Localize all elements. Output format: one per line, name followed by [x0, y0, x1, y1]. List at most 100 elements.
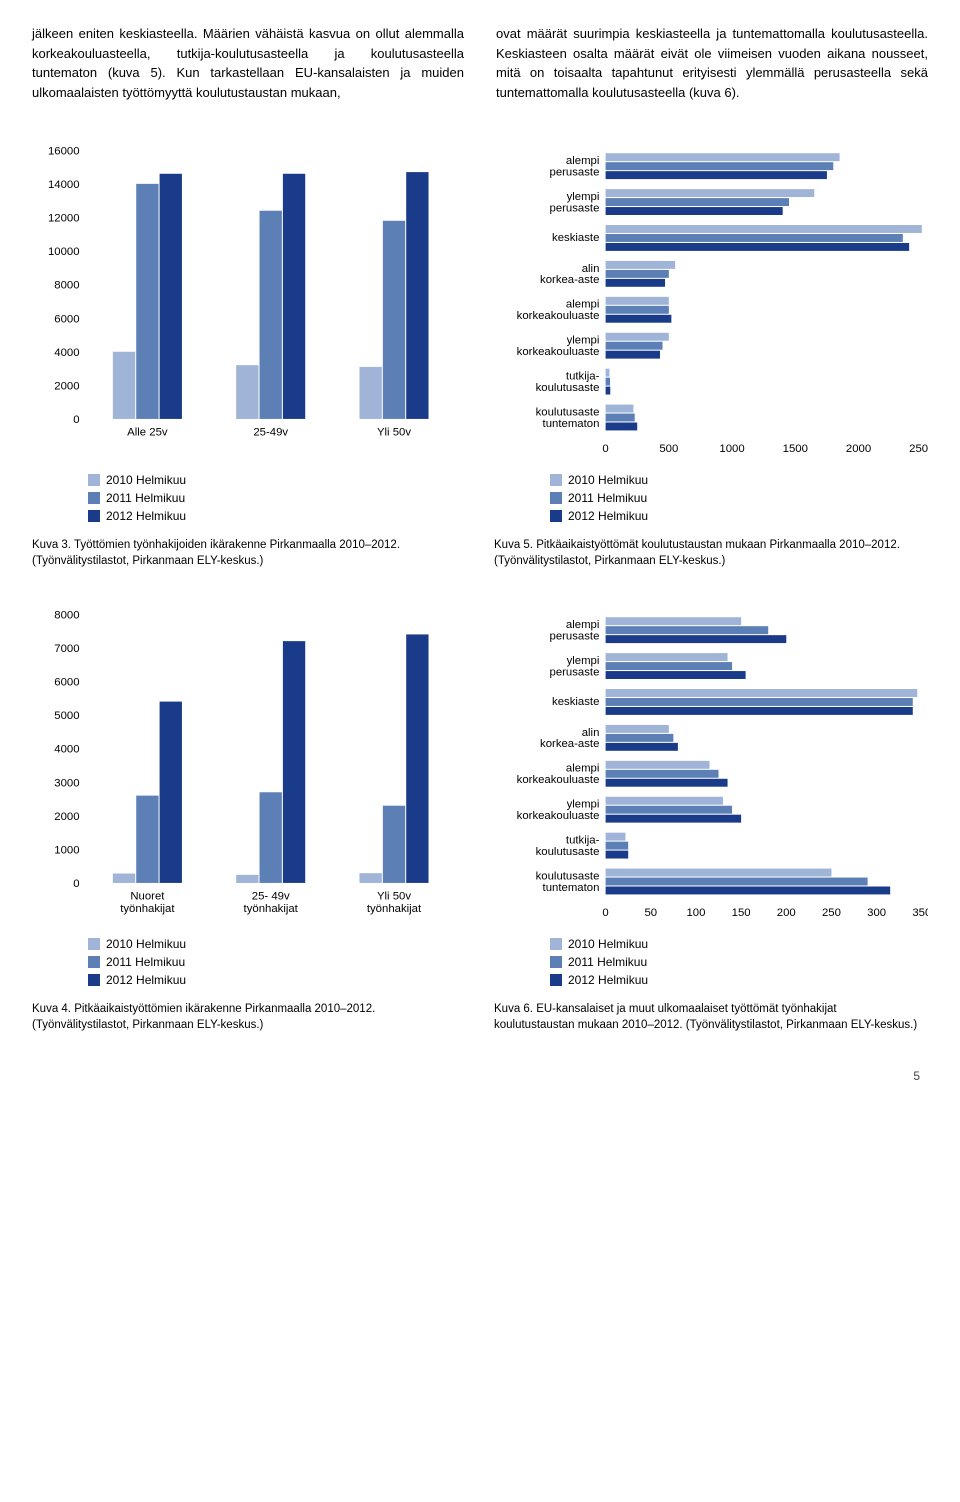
- svg-text:250: 250: [822, 907, 841, 919]
- legend-label: 2010 Helmikuu: [106, 937, 186, 951]
- svg-text:2500: 2500: [909, 443, 928, 455]
- svg-text:100: 100: [686, 907, 705, 919]
- svg-text:300: 300: [867, 907, 886, 919]
- intro-text-columns: jälkeen eniten keskiasteella. Määrien vä…: [32, 24, 928, 102]
- chart-row-1: 0200040006000800010000120001400016000All…: [32, 142, 928, 570]
- legend-label: 2010 Helmikuu: [568, 473, 648, 487]
- chart-5-caption: Kuva 5. Pitkäaikaistyöttömät koulutustau…: [494, 537, 928, 569]
- legend-label: 2010 Helmikuu: [568, 937, 648, 951]
- svg-text:alempikorkeakouluaste: alempikorkeakouluaste: [517, 299, 600, 322]
- svg-text:500: 500: [659, 443, 678, 455]
- legend-label: 2011 Helmikuu: [106, 955, 185, 969]
- legend-swatch: [88, 474, 100, 486]
- legend-swatch: [88, 938, 100, 950]
- chart-4-caption: Kuva 4. Pitkäaikaistyöttömien ikärakenne…: [32, 1001, 466, 1033]
- svg-text:7000: 7000: [54, 642, 79, 654]
- svg-text:0: 0: [602, 443, 608, 455]
- legend-item: 2010 Helmikuu: [550, 937, 928, 951]
- legend-swatch: [88, 492, 100, 504]
- svg-text:350: 350: [912, 907, 928, 919]
- legend-swatch: [550, 938, 562, 950]
- legend-item: 2011 Helmikuu: [550, 955, 928, 969]
- svg-text:Yli 50v: Yli 50v: [377, 426, 411, 438]
- legend-label: 2010 Helmikuu: [106, 473, 186, 487]
- chart-5-legend: 2010 Helmikuu 2011 Helmikuu 2012 Helmiku…: [550, 473, 928, 523]
- svg-text:alempiperusaste: alempiperusaste: [550, 155, 600, 178]
- chart-3: 0200040006000800010000120001400016000All…: [32, 142, 466, 467]
- svg-text:alinkorkea-aste: alinkorkea-aste: [540, 726, 599, 749]
- svg-text:1000: 1000: [54, 844, 79, 856]
- svg-text:6000: 6000: [54, 676, 79, 688]
- legend-label: 2011 Helmikuu: [568, 491, 647, 505]
- intro-col-2: ovat määrät suurimpia keskiasteella ja t…: [496, 24, 928, 102]
- legend-label: 2011 Helmikuu: [106, 491, 185, 505]
- chart-3-legend: 2010 Helmikuu 2011 Helmikuu 2012 Helmiku…: [88, 473, 466, 523]
- chart-4-legend: 2010 Helmikuu 2011 Helmikuu 2012 Helmiku…: [88, 937, 466, 987]
- legend-swatch: [88, 974, 100, 986]
- legend-item: 2011 Helmikuu: [88, 955, 466, 969]
- svg-text:ylempiperusaste: ylempiperusaste: [550, 655, 600, 678]
- legend-label: 2012 Helmikuu: [106, 509, 186, 523]
- svg-text:12000: 12000: [48, 213, 80, 225]
- svg-text:keskiaste: keskiaste: [552, 696, 599, 708]
- svg-text:8000: 8000: [54, 609, 79, 621]
- svg-text:0: 0: [602, 907, 608, 919]
- legend-swatch: [550, 510, 562, 522]
- legend-label: 2012 Helmikuu: [106, 973, 186, 987]
- svg-text:200: 200: [777, 907, 796, 919]
- chart-4: 010002000300040005000600070008000Nuorett…: [32, 606, 466, 931]
- svg-text:5000: 5000: [54, 710, 79, 722]
- svg-text:10000: 10000: [48, 246, 80, 258]
- svg-text:6000: 6000: [54, 313, 79, 325]
- svg-text:Yli 50vtyönhakijat: Yli 50vtyönhakijat: [367, 890, 422, 914]
- svg-text:8000: 8000: [54, 280, 79, 292]
- chart-5-block: alempiperusaste ylempiperusaste keskiaste a…: [494, 142, 928, 570]
- svg-text:1500: 1500: [783, 443, 808, 455]
- chart-4-block: 010002000300040005000600070008000Nuorett…: [32, 606, 466, 1034]
- svg-text:0: 0: [73, 878, 79, 890]
- legend-swatch: [550, 474, 562, 486]
- svg-text:2000: 2000: [54, 380, 79, 392]
- legend-label: 2011 Helmikuu: [568, 955, 647, 969]
- svg-text:ylempikorkeakouluaste: ylempikorkeakouluaste: [517, 335, 600, 358]
- svg-text:0: 0: [73, 414, 79, 426]
- intro-col-1: jälkeen eniten keskiasteella. Määrien vä…: [32, 24, 464, 102]
- chart-6: alempiperusasteylempiperusastekeskiastea…: [494, 606, 928, 931]
- svg-text:150: 150: [732, 907, 751, 919]
- svg-text:Nuorettyönhakijat: Nuorettyönhakijat: [120, 890, 175, 914]
- legend-swatch: [550, 974, 562, 986]
- chart-3-block: 0200040006000800010000120001400016000All…: [32, 142, 466, 570]
- svg-text:4000: 4000: [54, 347, 79, 359]
- page: jälkeen eniten keskiasteella. Määrien vä…: [0, 0, 960, 1095]
- svg-text:2000: 2000: [846, 443, 871, 455]
- legend-item: 2012 Helmikuu: [88, 973, 466, 987]
- legend-item: 2010 Helmikuu: [550, 473, 928, 487]
- svg-text:1000: 1000: [719, 443, 744, 455]
- chart-3-caption: Kuva 3. Työttömien työnhakijoiden ikärak…: [32, 537, 466, 569]
- svg-text:4000: 4000: [54, 743, 79, 755]
- legend-swatch: [550, 492, 562, 504]
- svg-text:koulutusastetuntematon: koulutusastetuntematon: [536, 870, 600, 893]
- svg-text:ylempiperusaste: ylempiperusaste: [550, 191, 600, 214]
- svg-text:2000: 2000: [54, 810, 79, 822]
- page-number: 5: [32, 1069, 928, 1083]
- legend-swatch: [88, 956, 100, 968]
- svg-text:keskiaste: keskiaste: [552, 232, 599, 244]
- svg-text:tutkija-koulutusaste: tutkija-koulutusaste: [536, 834, 600, 857]
- svg-text:16000: 16000: [48, 145, 80, 157]
- svg-text:alinkorkea-aste: alinkorkea-aste: [540, 263, 599, 286]
- chart-6-caption: Kuva 6. EU-kansalaiset ja muut ulkomaala…: [494, 1001, 928, 1033]
- svg-text:ylempikorkeakouluaste: ylempikorkeakouluaste: [517, 798, 600, 821]
- chart-row-2: 010002000300040005000600070008000Nuorett…: [32, 606, 928, 1034]
- svg-text:koulutusastetuntematon: koulutusastetuntematon: [536, 406, 600, 429]
- svg-text:14000: 14000: [48, 179, 80, 191]
- legend-swatch: [88, 510, 100, 522]
- svg-text:25- 49vtyönhakijat: 25- 49vtyönhakijat: [244, 890, 299, 914]
- svg-text:25-49v: 25-49v: [253, 426, 288, 438]
- legend-item: 2012 Helmikuu: [550, 509, 928, 523]
- legend-label: 2012 Helmikuu: [568, 509, 648, 523]
- legend-item: 2010 Helmikuu: [88, 937, 466, 951]
- chart-6-legend: 2010 Helmikuu 2011 Helmikuu 2012 Helmiku…: [550, 937, 928, 987]
- svg-text:alempikorkeakouluaste: alempikorkeakouluaste: [517, 762, 600, 785]
- legend-item: 2010 Helmikuu: [88, 473, 466, 487]
